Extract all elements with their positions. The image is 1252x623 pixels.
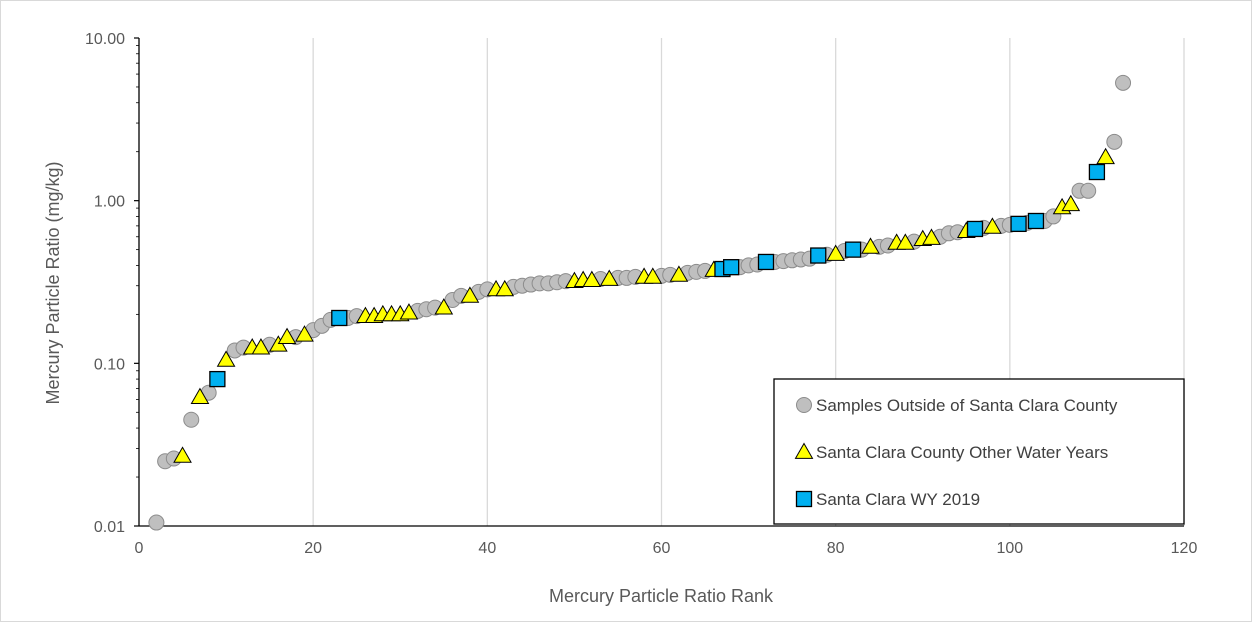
data-point-square: [1027, 212, 1045, 230]
data-point-triangle: [434, 298, 454, 315]
data-point-triangle: [643, 267, 663, 284]
data-point-square: [810, 247, 827, 264]
data-point-square: [723, 259, 740, 276]
y-axis-title: Mercury Particle Ratio (mg/kg): [43, 161, 63, 404]
y-tick-label: 0.01: [94, 519, 125, 536]
y-tick-label: 0.10: [94, 356, 125, 373]
x-tick-label: 60: [653, 540, 671, 557]
data-point-square: [331, 309, 348, 327]
data-point-triangle: [582, 270, 602, 287]
data-point-square: [1010, 215, 1027, 233]
data-point-triangle: [895, 233, 915, 250]
legend-label: Santa Clara WY 2019: [816, 490, 980, 509]
data-point-triangle: [295, 325, 314, 342]
data-point-triangle: [190, 387, 210, 404]
x-tick-label: 40: [478, 540, 496, 557]
series-square: [209, 163, 1106, 388]
data-point-triangle: [277, 327, 297, 344]
legend-item: Samples Outside of Santa Clara County: [796, 396, 1118, 415]
data-point-triangle: [399, 303, 419, 320]
legend-item: Santa Clara WY 2019: [795, 490, 980, 509]
data-point-triangle: [861, 237, 880, 254]
axes-layer: [134, 37, 1184, 527]
legend-marker-square: [795, 490, 813, 508]
y-tick-label: 10.00: [85, 31, 125, 48]
x-tick-label: 120: [1171, 540, 1198, 557]
data-point-square: [1088, 163, 1106, 181]
data-point-triangle: [1061, 194, 1081, 212]
legend-item: Santa Clara County Other Water Years: [794, 442, 1108, 462]
legend-label: Samples Outside of Santa Clara County: [816, 396, 1118, 415]
data-point-triangle: [173, 446, 192, 463]
data-point-square: [844, 241, 862, 258]
data-point-triangle: [983, 217, 1002, 234]
data-point-triangle: [669, 265, 689, 282]
data-point-circle: [1115, 74, 1132, 91]
data-point-square: [209, 370, 226, 388]
data-point-square: [966, 220, 984, 238]
data-point-triangle: [216, 350, 236, 367]
y-tick-label: 1.00: [94, 194, 125, 211]
data-point-circle: [1080, 182, 1097, 199]
legend-marker-triangle: [794, 442, 814, 459]
data-point-square: [757, 253, 775, 271]
x-tick-labels: 0 20 40 60 80 100 120: [135, 540, 1198, 557]
data-point-circle: [183, 411, 200, 428]
data-points: [148, 74, 1132, 531]
x-tick-label: 20: [304, 540, 322, 557]
data-point-triangle: [826, 244, 846, 261]
data-point-triangle: [251, 338, 271, 355]
legend-box: [773, 378, 1185, 525]
data-point-triangle: [495, 279, 515, 297]
legend: Samples Outside of Santa Clara County San…: [773, 378, 1185, 525]
y-tick-labels: 0.01 0.10 1.00 10.00: [85, 31, 125, 536]
x-tick-label: 100: [996, 540, 1023, 557]
legend-items: Samples Outside of Santa Clara County San…: [794, 396, 1118, 509]
x-tick-label: 0: [135, 540, 144, 557]
legend-label: Santa Clara County Other Water Years: [816, 443, 1108, 462]
legend-marker-circle: [796, 397, 812, 413]
data-point-triangle: [460, 286, 480, 303]
data-point-circle: [1106, 133, 1123, 150]
data-point-triangle: [922, 228, 941, 245]
x-tick-label: 80: [827, 540, 845, 557]
data-point-triangle: [1096, 147, 1115, 165]
data-point-circle: [148, 514, 165, 531]
x-axis-title: Mercury Particle Ratio Rank: [549, 586, 774, 606]
data-point-triangle: [599, 269, 619, 286]
